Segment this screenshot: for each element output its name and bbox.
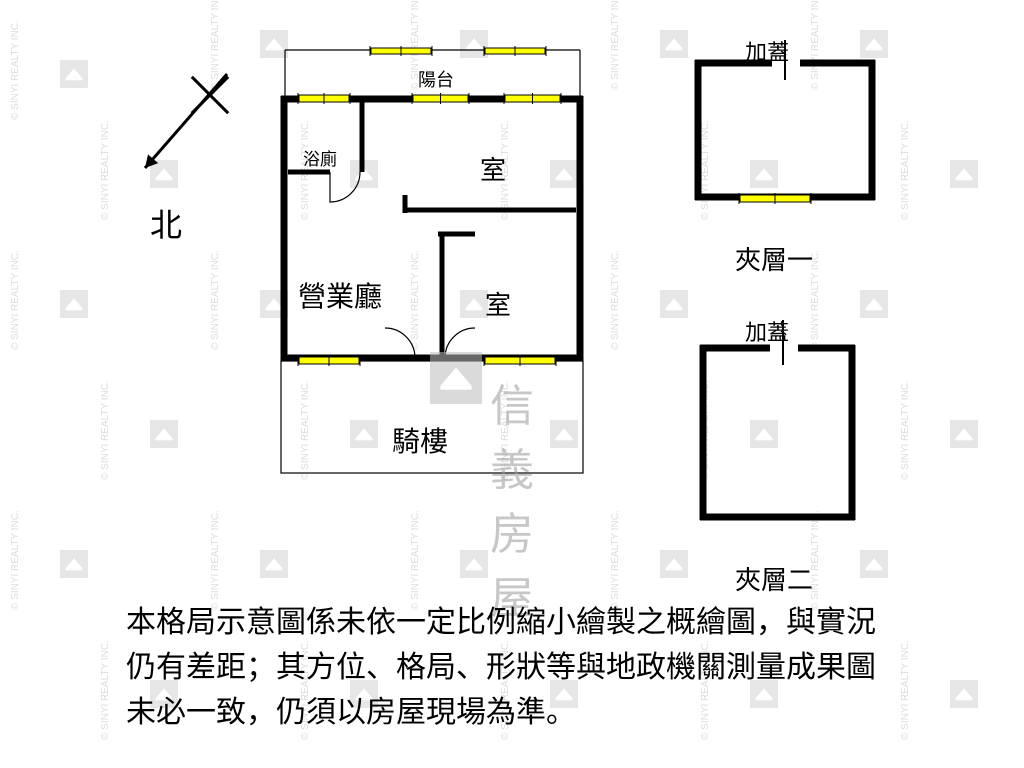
balcony-label: 陽台 <box>418 66 454 92</box>
room2-label: 室 <box>485 285 511 322</box>
room1-label: 室 <box>480 150 506 187</box>
mezz2-top-label: 加蓋 <box>745 315 789 347</box>
arcade-label: 騎樓 <box>392 420 448 460</box>
bath-label: 浴廁 <box>303 145 337 170</box>
compass-label: 北 <box>150 200 182 246</box>
mezz1-bottom-label: 夾層一 <box>735 240 813 277</box>
disclaimer-text: 本格局示意圖係未依一定比例縮小繪製之概繪圖，與實況仍有差距；其方位、格局、形狀等… <box>126 600 886 735</box>
mezz1-top-label: 加蓋 <box>745 35 789 67</box>
mezz2-bottom-label: 夾層二 <box>735 560 813 597</box>
hall-label: 營業廳 <box>298 275 382 315</box>
